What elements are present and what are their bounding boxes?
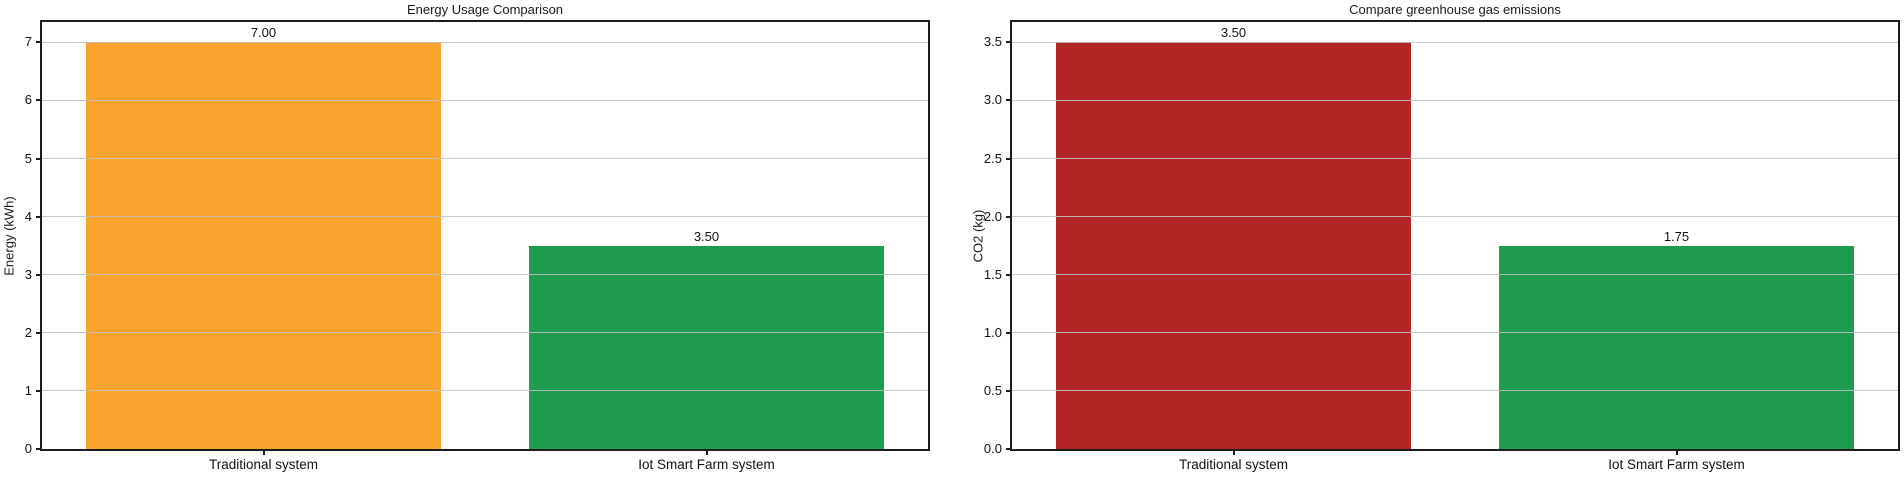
y-tick-label: 0.0	[983, 441, 1002, 456]
y-tick-mark	[1006, 99, 1010, 102]
y-tick-mark	[1006, 215, 1010, 218]
chart-title: Compare greenhouse gas emissions	[1349, 2, 1561, 17]
y-gridline	[42, 274, 928, 276]
y-gridline	[1012, 274, 1898, 276]
x-tick-mark	[262, 451, 265, 455]
chart-title: Energy Usage Comparison	[406, 2, 564, 17]
y-gridline	[1012, 390, 1898, 392]
y-gridline	[42, 332, 928, 334]
y-tick-label: 3.0	[983, 92, 1002, 108]
y-tick-mark	[36, 389, 40, 392]
plot-area: 0.0 0.5 1.0 1.5 2.0 2.5 3.0 3.5 Traditional syst…	[984, 20, 1900, 472]
y-tick-label: 1.5	[983, 266, 1002, 282]
bar-traditional-system	[86, 42, 441, 449]
y-tick-mark	[36, 331, 40, 334]
y-gridline	[1012, 99, 1898, 101]
bar-value-label: 3.50	[693, 228, 720, 244]
y-gridline	[1012, 216, 1898, 218]
plot-area: 0 1 2 3 4 5 6 7 Traditional system 7.00 Iot Smart …	[25, 20, 930, 472]
y-tick-label: 1.0	[983, 324, 1002, 340]
x-tick-label: Traditional system	[1178, 457, 1289, 472]
y-tick-label: 2	[24, 324, 32, 340]
bar-value-label: 1.75	[1663, 228, 1690, 244]
y-tick-label: 2.5	[983, 150, 1002, 166]
bar-traditional-system	[1056, 42, 1411, 449]
bar-iot-smart-farm-system	[529, 245, 884, 449]
x-tick-label: Iot Smart Farm system	[638, 457, 775, 472]
y-tick-label: 0	[24, 441, 32, 456]
y-gridline	[42, 99, 928, 101]
y-gridline	[42, 390, 928, 392]
y-tick-label: 0.5	[983, 382, 1002, 398]
y-tick-mark	[36, 448, 40, 450]
y-tick-mark	[36, 273, 40, 276]
y-gridline	[42, 158, 928, 160]
y-tick-mark	[36, 99, 40, 102]
bar-iot-smart-farm-system	[1499, 245, 1854, 449]
y-tick-label: 1	[24, 382, 32, 398]
y-tick-mark	[1006, 448, 1010, 450]
y-gridline	[42, 41, 928, 43]
x-tick-label: Iot Smart Farm system	[1608, 457, 1745, 472]
y-tick-mark	[1006, 157, 1010, 160]
x-tick-mark	[1232, 451, 1235, 455]
y-tick-mark	[1006, 389, 1010, 392]
y-tick-label: 7	[24, 34, 32, 50]
bar-value-label: 7.00	[250, 25, 277, 41]
y-tick-label: 3.5	[983, 34, 1002, 50]
x-tick-mark	[705, 451, 708, 455]
y-tick-mark	[1006, 273, 1010, 276]
y-gridline	[42, 216, 928, 218]
y-gridline	[1012, 41, 1898, 43]
x-tick-mark	[1675, 451, 1678, 455]
y-tick-label: 3	[24, 266, 32, 282]
y-tick-label: 5	[24, 150, 32, 166]
x-tick-label: Traditional system	[208, 457, 319, 472]
y-tick-label: 6	[24, 92, 32, 108]
y-gridline	[1012, 158, 1898, 160]
y-tick-label: 2.0	[983, 208, 1002, 224]
y-tick-mark	[1006, 331, 1010, 334]
y-gridline	[1012, 332, 1898, 334]
y-tick-label: 4	[24, 208, 32, 224]
bar-value-label: 3.50	[1220, 25, 1247, 41]
y-tick-mark	[36, 215, 40, 218]
y-tick-mark	[36, 157, 40, 160]
y-tick-mark	[1006, 41, 1010, 44]
y-tick-mark	[36, 41, 40, 44]
